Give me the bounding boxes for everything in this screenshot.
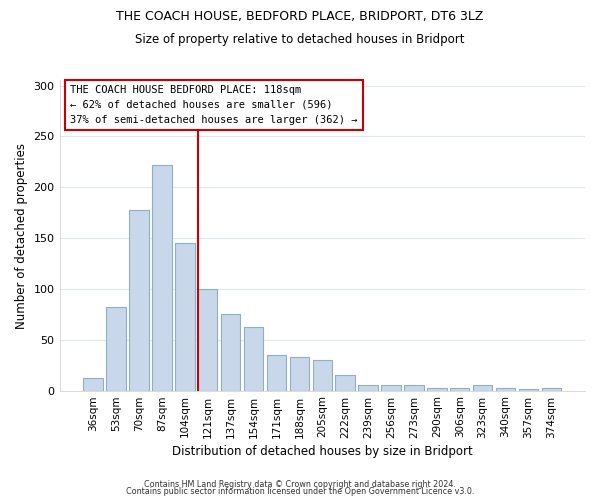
Y-axis label: Number of detached properties: Number of detached properties [15, 142, 28, 328]
Bar [450, 388, 469, 390]
Bar [106, 307, 126, 390]
Bar [83, 378, 103, 390]
Bar [427, 388, 446, 390]
Text: THE COACH HOUSE BEDFORD PLACE: 118sqm
← 62% of detached houses are smaller (596): THE COACH HOUSE BEDFORD PLACE: 118sqm ← … [70, 85, 358, 125]
Bar [404, 386, 424, 390]
Text: Contains public sector information licensed under the Open Government Licence v3: Contains public sector information licen… [126, 487, 474, 496]
Bar [267, 355, 286, 390]
Bar [381, 386, 401, 390]
Text: THE COACH HOUSE, BEDFORD PLACE, BRIDPORT, DT6 3LZ: THE COACH HOUSE, BEDFORD PLACE, BRIDPORT… [116, 10, 484, 23]
Bar [519, 388, 538, 390]
Bar [542, 388, 561, 390]
Text: Size of property relative to detached houses in Bridport: Size of property relative to detached ho… [135, 32, 465, 46]
Bar [335, 376, 355, 390]
Bar [175, 243, 194, 390]
Bar [313, 360, 332, 390]
Bar [152, 165, 172, 390]
Bar [496, 388, 515, 390]
Bar [221, 314, 241, 390]
Bar [290, 357, 309, 390]
X-axis label: Distribution of detached houses by size in Bridport: Distribution of detached houses by size … [172, 444, 473, 458]
Bar [244, 326, 263, 390]
Bar [473, 386, 493, 390]
Bar [129, 210, 149, 390]
Text: Contains HM Land Registry data © Crown copyright and database right 2024.: Contains HM Land Registry data © Crown c… [144, 480, 456, 489]
Bar [358, 386, 378, 390]
Bar [198, 289, 217, 390]
